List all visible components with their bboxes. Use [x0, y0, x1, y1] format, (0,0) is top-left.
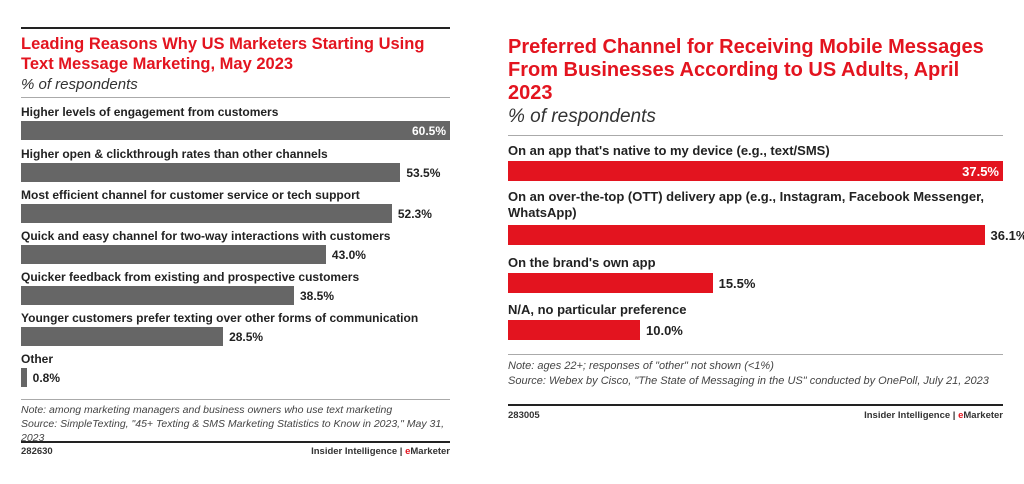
- brand-logo: Insider Intelligence | eMarketer: [864, 410, 1003, 421]
- bar: [21, 121, 450, 140]
- chart-subtitle: % of respondents: [508, 106, 656, 127]
- divider: [508, 354, 1003, 355]
- bar: [21, 368, 27, 387]
- bar-label: Quicker feedback from existing and prosp…: [21, 270, 360, 284]
- data-label: 28.5%: [229, 329, 264, 344]
- source: Source: Webex by Cisco, "The State of Me…: [508, 375, 989, 387]
- data-label: 15.5%: [718, 275, 756, 291]
- bar: [21, 245, 326, 264]
- bottom-rule: [508, 404, 1003, 406]
- note: Note: ages 22+; responses of "other" not…: [508, 360, 774, 372]
- data-label: 52.3%: [397, 206, 432, 221]
- divider: [21, 399, 450, 400]
- bar-label: Other: [21, 352, 54, 366]
- chart-title: Leading Reasons Why US Marketers Startin…: [21, 35, 425, 73]
- bar: [508, 273, 713, 293]
- data-label: 36.1%: [990, 227, 1024, 243]
- data-label: 0.8%: [32, 370, 61, 385]
- bar-label: On an app that's native to my device (e.…: [508, 143, 830, 158]
- data-label: 43.0%: [331, 247, 366, 262]
- bar-label: On the brand's own app: [508, 255, 656, 270]
- bar-label: Higher levels of engagement from custome…: [21, 105, 279, 119]
- top-rule: [21, 27, 450, 29]
- data-label: 37.5%: [962, 163, 999, 179]
- bar-label: Higher open & clickthrough rates than ot…: [21, 147, 328, 161]
- bar: [21, 327, 224, 346]
- bar-label: Quick and easy channel for two-way inter…: [21, 229, 391, 243]
- divider: [508, 135, 1003, 136]
- bar: [508, 320, 640, 340]
- chart-id: 282630: [21, 446, 53, 457]
- divider: [21, 97, 450, 98]
- data-label: 38.5%: [300, 288, 335, 303]
- brand-logo: Insider Intelligence | eMarketer: [311, 446, 450, 457]
- bar: [21, 163, 401, 182]
- bar-label: Younger customers prefer texting over ot…: [21, 311, 419, 325]
- chart-id: 283005: [508, 410, 540, 421]
- bar: [508, 225, 985, 245]
- bar-label: On an over-the-top (OTT) delivery app (e…: [508, 189, 985, 220]
- chart-title: Preferred Channel for Receiving Mobile M…: [508, 36, 984, 104]
- bar: [21, 286, 294, 305]
- bar: [508, 161, 1003, 181]
- bar-label: N/A, no particular preference: [508, 302, 687, 317]
- bar: [21, 204, 392, 223]
- data-label: 10.0%: [646, 322, 683, 338]
- data-label: 53.5%: [406, 165, 441, 180]
- chart-subtitle: % of respondents: [21, 76, 138, 93]
- bar-label: Most efficient channel for customer serv…: [21, 188, 360, 202]
- note: Note: among marketing managers and busin…: [21, 404, 393, 416]
- data-label: 60.5%: [411, 123, 446, 138]
- bottom-rule: [21, 441, 450, 443]
